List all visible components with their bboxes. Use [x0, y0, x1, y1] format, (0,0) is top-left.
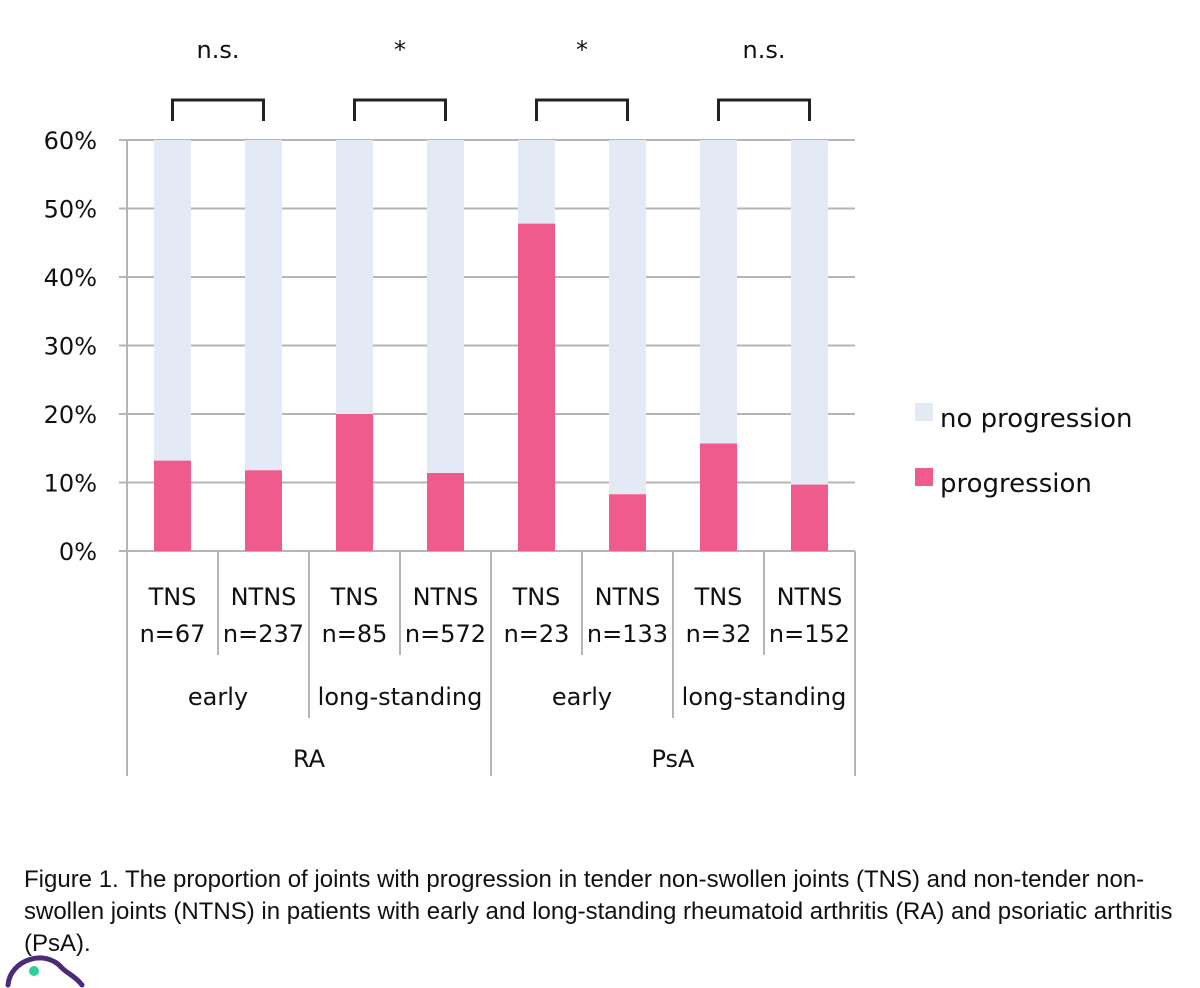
progression-bar: [518, 223, 555, 551]
category-count: n=85: [322, 620, 388, 648]
progression-bar: [427, 472, 464, 551]
stacked-bar-chart: 60%50%40%30%20%10%0% TNSn=67NTNSn=237TNS…: [44, 36, 1133, 776]
progression-bar: [154, 460, 191, 551]
significance-label: n.s.: [197, 36, 240, 64]
legend-swatch: [915, 468, 933, 486]
progression-bar: [700, 443, 737, 551]
category-count: n=133: [587, 620, 668, 648]
site-logo-icon: [5, 955, 85, 988]
no-progression-bar: [700, 140, 737, 444]
no-progression-bar: [154, 140, 191, 461]
group-label: RA: [293, 745, 326, 773]
y-tick-label: 20%: [44, 401, 97, 429]
subgroup-label: long-standing: [682, 683, 847, 711]
no-progression-bar: [791, 140, 828, 485]
progression-bar: [245, 470, 282, 551]
category-label: TNS: [694, 583, 743, 611]
significance-bracket: [171, 98, 265, 121]
category-count: n=572: [405, 620, 486, 648]
y-tick-label: 10%: [44, 470, 97, 498]
legend-label: no progression: [940, 404, 1133, 434]
x-axis-table: TNS n=67 NTNS n=237 TNS n=85 NTNS n=572 TNS n=23 N…: [126, 551, 856, 776]
legend-label: progression: [940, 469, 1092, 499]
subgroup-label: early: [188, 683, 248, 711]
figure-caption: Figure 1. The proportion of joints with …: [24, 866, 1173, 957]
category-count: n=32: [686, 620, 752, 648]
category-label: NTNS: [231, 583, 297, 611]
group-label: PsA: [652, 745, 696, 773]
progression-bar: [791, 484, 828, 551]
category-label: TNS: [512, 583, 561, 611]
category-label: NTNS: [413, 583, 479, 611]
y-axis: 60% 50% 40% 30% 20% 10% 0%: [44, 127, 128, 566]
no-progression-bar: [336, 140, 373, 414]
y-tick-label: 50%: [44, 196, 97, 224]
bars: [154, 140, 828, 551]
significance-bracket: [717, 98, 811, 121]
significance-label: *: [576, 36, 588, 64]
no-progression-bar: [518, 140, 555, 224]
subgroup-label: early: [552, 683, 612, 711]
category-count: n=237: [223, 620, 304, 648]
y-tick-label: 0%: [59, 538, 97, 566]
no-progression-bar: [427, 140, 464, 473]
category-label: NTNS: [777, 583, 843, 611]
legend: no progression progression: [915, 403, 1133, 499]
category-count: n=23: [504, 620, 570, 648]
significance-bracket: [353, 98, 447, 121]
y-tick-label: 30%: [44, 333, 97, 361]
progression-bar: [336, 414, 373, 551]
progression-bar: [609, 494, 646, 551]
category-count: n=67: [140, 620, 206, 648]
significance-label: *: [394, 36, 406, 64]
y-tick-label: 40%: [44, 264, 97, 292]
no-progression-bar: [245, 140, 282, 471]
significance-label: n.s.: [743, 36, 786, 64]
legend-swatch: [915, 403, 933, 421]
category-count: n=152: [769, 620, 850, 648]
y-tick-label: 60%: [44, 127, 97, 155]
significance-bracket: [535, 98, 629, 121]
subgroup-label: long-standing: [318, 683, 483, 711]
no-progression-bar: [609, 140, 646, 495]
significance-brackets: n.s. * * n.s.: [171, 36, 811, 121]
grid-lines: [119, 139, 855, 552]
category-label: TNS: [330, 583, 379, 611]
category-label: TNS: [148, 583, 197, 611]
category-label: NTNS: [595, 583, 661, 611]
